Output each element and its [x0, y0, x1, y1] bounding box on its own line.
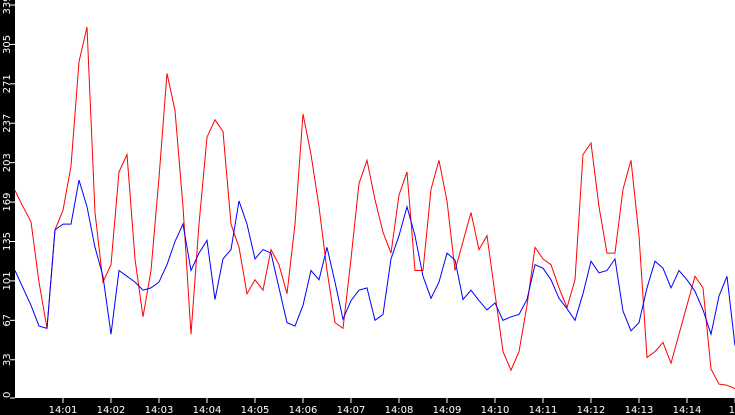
x-tick-label: 14:12 [577, 405, 606, 415]
x-tick-label: 14:03 [145, 405, 174, 415]
x-tick-label: 14 [729, 405, 735, 415]
x-tick-label: 14:11 [529, 405, 558, 415]
x-tick-label: 14:06 [289, 405, 318, 415]
y-tick-label: 135 [2, 232, 13, 251]
series-lines [14, 26, 735, 390]
x-axis: 14:01 14:02 14:03 14:04 14:05 14:06 14:07 14:08… [49, 398, 735, 415]
x-tick-label: 14:08 [385, 405, 414, 415]
x-tick-label: 14:10 [481, 405, 510, 415]
y-tick-label: 0 [2, 392, 13, 398]
x-tick-label: 14:02 [97, 405, 126, 415]
y-tick-label: 67 [2, 314, 13, 327]
y-tick-label: 305 [2, 35, 13, 54]
y-tick-label: 203 [2, 153, 13, 172]
y-tick-label: 101 [2, 271, 13, 290]
x-tick-label: 14:05 [241, 405, 270, 415]
y-tick-label: 33 [2, 353, 13, 366]
y-tick-label: 169 [2, 193, 13, 212]
series-line-2 [14, 179, 735, 346]
y-tick-label: 271 [2, 74, 13, 93]
x-tick-label: 14:09 [433, 405, 462, 415]
x-tick-label: 14:14 [673, 405, 702, 415]
y-tick-label: 237 [2, 114, 13, 133]
x-tick-label: 14:01 [49, 405, 78, 415]
x-tick-label: 14:07 [337, 405, 366, 415]
series-line-1 [14, 26, 735, 390]
y-tick-label: 339 [2, 0, 13, 15]
x-tick-label: 14:13 [625, 405, 654, 415]
x-tick-label: 14:04 [193, 405, 222, 415]
y-axis: 0 33 67 101 135 169 203 237 271 305 339 [2, 0, 15, 399]
